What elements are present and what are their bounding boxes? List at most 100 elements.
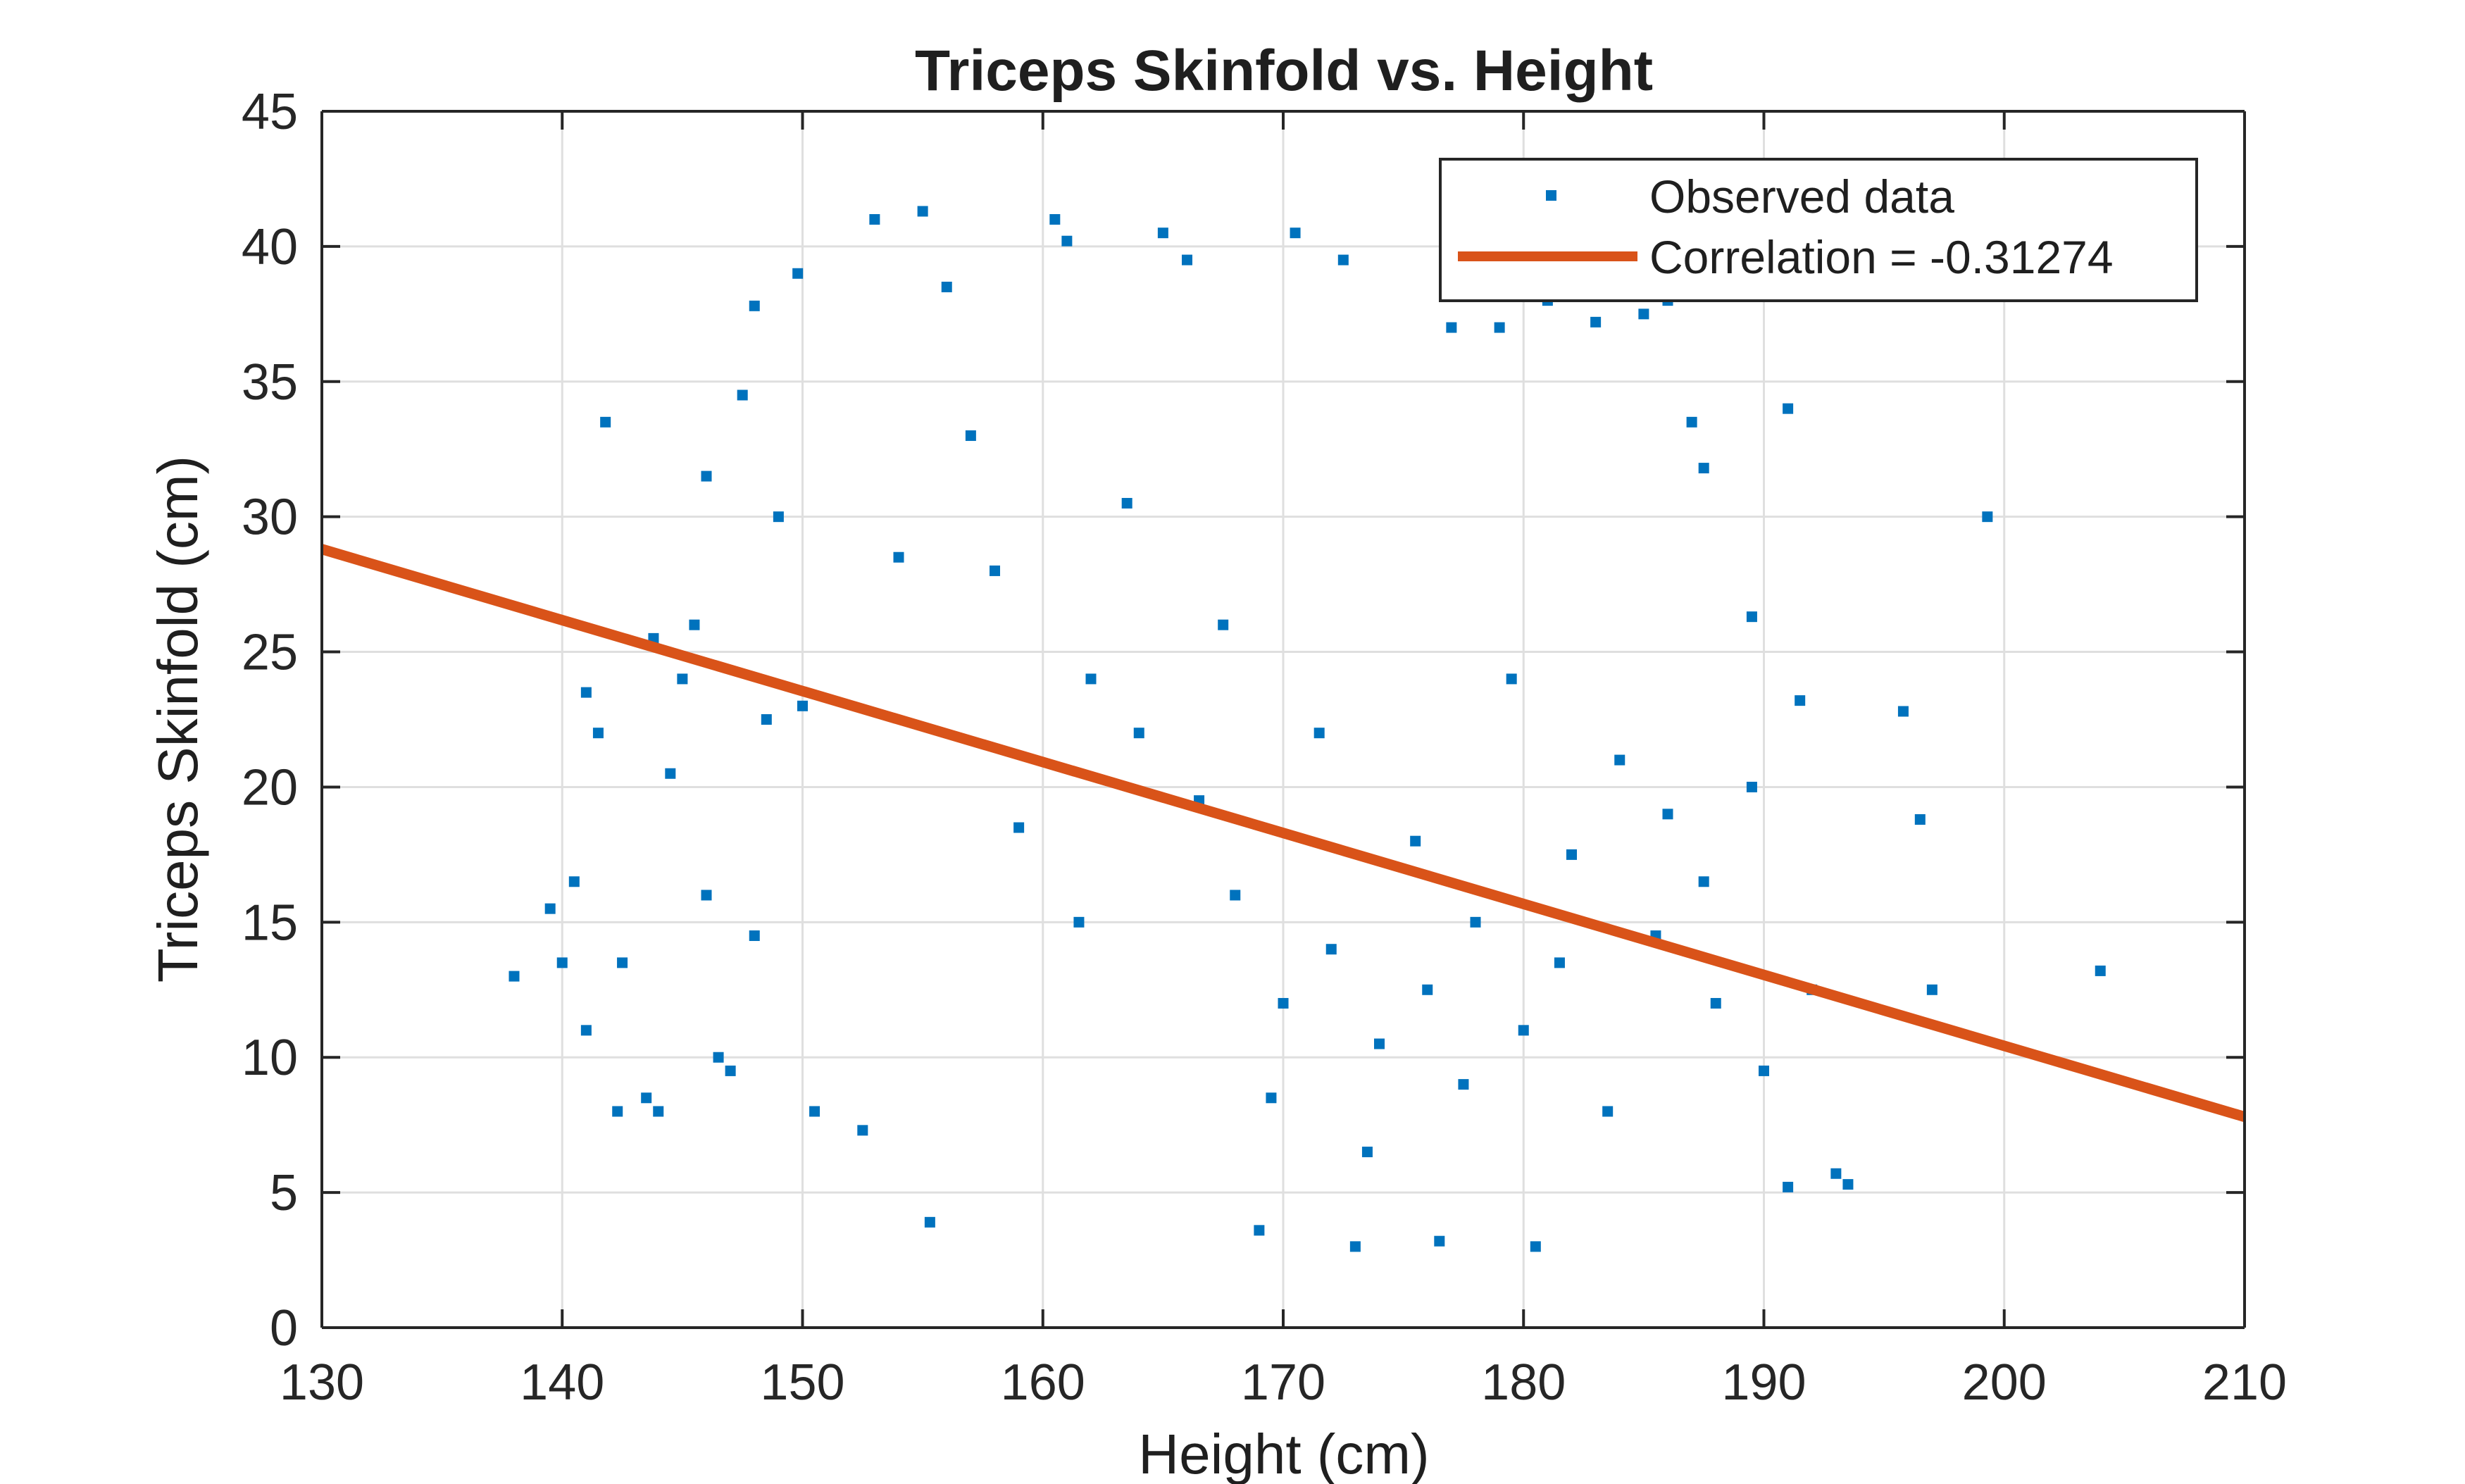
scatter-point — [1266, 1092, 1277, 1104]
y-tick-label: 15 — [242, 894, 298, 951]
scatter-point — [1897, 706, 1909, 717]
scatter-point — [580, 1025, 592, 1036]
legend-observed-data-label: Observed data — [1649, 170, 1954, 223]
axis-ticks — [320, 110, 2246, 1329]
x-tick-label: 210 — [2202, 1354, 2287, 1411]
scatter-point — [1698, 876, 1709, 887]
scatter-point — [689, 619, 700, 630]
scatter-point — [1710, 997, 1721, 1009]
scatter-point — [1325, 944, 1337, 955]
scatter-point — [1914, 813, 1926, 825]
y-axis-label: Triceps Skinfold (cm) — [146, 456, 209, 983]
scatter-point — [1218, 619, 1229, 630]
scatter-point — [1746, 781, 1757, 792]
scatter-point — [1638, 308, 1649, 320]
scatter-point — [893, 551, 904, 563]
y-tick-label: 10 — [242, 1030, 298, 1086]
scatter-point — [1470, 916, 1481, 928]
scatter-point — [1374, 1038, 1385, 1049]
x-tick-label: 170 — [1241, 1354, 1325, 1411]
scatter-point — [1434, 1235, 1445, 1247]
scatter-point — [1698, 463, 1709, 474]
scatter-point — [1157, 227, 1168, 239]
scatter-point — [1795, 695, 1806, 706]
y-tick-label: 0 — [270, 1300, 298, 1357]
y-tick-label: 5 — [270, 1165, 298, 1221]
x-tick-label: 190 — [1721, 1354, 1806, 1411]
scatter-point — [737, 389, 748, 401]
scatter-point — [1422, 984, 1433, 995]
scatter-series-observed-data — [508, 206, 2106, 1252]
scatter-point — [1254, 1225, 1265, 1236]
scatter-point — [1410, 835, 1421, 847]
scatter-point — [2095, 965, 2106, 976]
scatter-point — [1614, 754, 1625, 766]
scatter-point — [1830, 1168, 1842, 1179]
scatter-point — [1313, 728, 1325, 739]
scatter-point — [749, 300, 760, 311]
legend-observed-data-marker — [1546, 190, 1556, 201]
tick-labels: 130 140 150 160 170 180 190 200 210 0 5 10 15 20 25 30 3… — [242, 84, 2287, 1411]
scatter-point — [641, 1092, 652, 1104]
y-tick-label: 20 — [242, 759, 298, 816]
scatter-point — [761, 714, 772, 725]
scatter-point — [1290, 227, 1301, 239]
y-tick-label: 30 — [242, 490, 298, 546]
scatter-point — [1783, 403, 1794, 414]
scatter-point — [556, 957, 568, 968]
x-tick-label: 130 — [280, 1354, 364, 1411]
scatter-point — [1530, 1241, 1541, 1252]
legend: Observed data Correlation = -0.31274 — [1439, 158, 2198, 302]
scatter-point — [1349, 1241, 1361, 1252]
scatter-point — [713, 1052, 724, 1063]
scatter-point — [568, 876, 580, 887]
x-tick-label: 160 — [1001, 1354, 1085, 1411]
scatter-point — [1337, 254, 1349, 266]
scatter-point — [701, 470, 712, 482]
scatter-point — [1073, 916, 1085, 928]
scatter-point — [1554, 957, 1565, 968]
x-tick-label: 180 — [1481, 1354, 1566, 1411]
scatter-point — [792, 268, 804, 279]
scatter-point — [1494, 322, 1505, 333]
chart-title: Triceps Skinfold vs. Height — [915, 39, 1653, 103]
scatter-point — [677, 673, 688, 685]
scatter-point — [1049, 214, 1061, 225]
x-tick-label: 140 — [520, 1354, 604, 1411]
scatter-point — [1278, 997, 1289, 1009]
regression-line — [320, 544, 2247, 1122]
scatter-point — [1686, 416, 1697, 428]
legend-correlation-label: Correlation = -0.31274 — [1649, 231, 2114, 283]
scatter-point — [809, 1106, 820, 1117]
scatter-point — [665, 768, 676, 779]
scatter-point — [1506, 673, 1517, 685]
scatter-point — [1013, 822, 1025, 833]
scatter-point — [1230, 890, 1241, 901]
scatter-point — [1566, 849, 1577, 860]
scatter-point — [701, 890, 712, 901]
scatter-point — [773, 511, 784, 523]
scatter-point — [749, 930, 760, 942]
scatter-point — [990, 565, 1000, 576]
scatter-point — [1182, 254, 1192, 266]
scatter-point — [1121, 497, 1132, 509]
scatter-point — [869, 214, 880, 225]
scatter-point — [1085, 673, 1097, 685]
scatter-point — [1061, 235, 1073, 247]
scatter-point — [1759, 1065, 1769, 1076]
scatter-point — [965, 430, 976, 442]
scatter-point — [1746, 611, 1757, 623]
legend-box — [1439, 158, 2198, 302]
scatter-point — [1783, 1181, 1794, 1192]
scatter-point — [1842, 1179, 1854, 1190]
x-axis-label: Height (cm) — [1138, 1423, 1429, 1484]
scatter-point — [917, 206, 928, 217]
y-tick-label: 45 — [242, 84, 298, 140]
scatter-point — [1361, 1147, 1373, 1158]
scatter-point — [1518, 1025, 1529, 1036]
scatter-point — [580, 687, 592, 698]
scatter-point — [1446, 322, 1457, 333]
scatter-point — [1982, 511, 1993, 523]
